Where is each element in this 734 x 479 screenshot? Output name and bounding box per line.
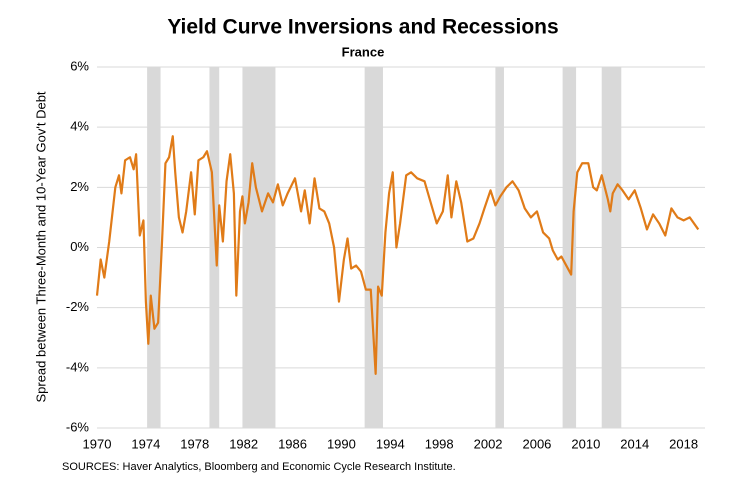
y-tick-label: -2%	[66, 299, 90, 314]
x-tick-label: 1982	[229, 436, 258, 451]
x-tick-label: 1986	[278, 436, 307, 451]
x-tick-label: 2010	[571, 436, 600, 451]
y-tick-label: 2%	[70, 179, 89, 194]
x-tick-label: 1970	[83, 436, 112, 451]
y-axis-label: Spread between Three-Month and 10-Year G…	[33, 91, 48, 402]
y-tick-label: 6%	[70, 58, 89, 73]
chart-title: Yield Curve Inversions and Recessions	[167, 16, 558, 39]
y-tick-label: -6%	[66, 419, 90, 434]
x-tick-label: 1974	[131, 436, 160, 451]
data-line	[95, 135, 700, 375]
x-tick-label: 1994	[376, 436, 405, 451]
x-tick-label: 2002	[474, 436, 503, 451]
x-tick-label: 2018	[669, 436, 698, 451]
x-tick-label: 2014	[620, 436, 649, 451]
source-note: SOURCES: Haver Analytics, Bloomberg and …	[62, 461, 456, 473]
y-tick-label: 4%	[70, 119, 89, 134]
x-tick-label: 1990	[327, 436, 356, 451]
y-tick-label: 0%	[70, 239, 89, 254]
x-tick-label: 1998	[425, 436, 454, 451]
y-tick-label: -4%	[66, 359, 90, 374]
x-tick-label: 2006	[522, 436, 551, 451]
chart-subtitle: France	[342, 44, 385, 59]
x-tick-label: 1978	[180, 436, 209, 451]
